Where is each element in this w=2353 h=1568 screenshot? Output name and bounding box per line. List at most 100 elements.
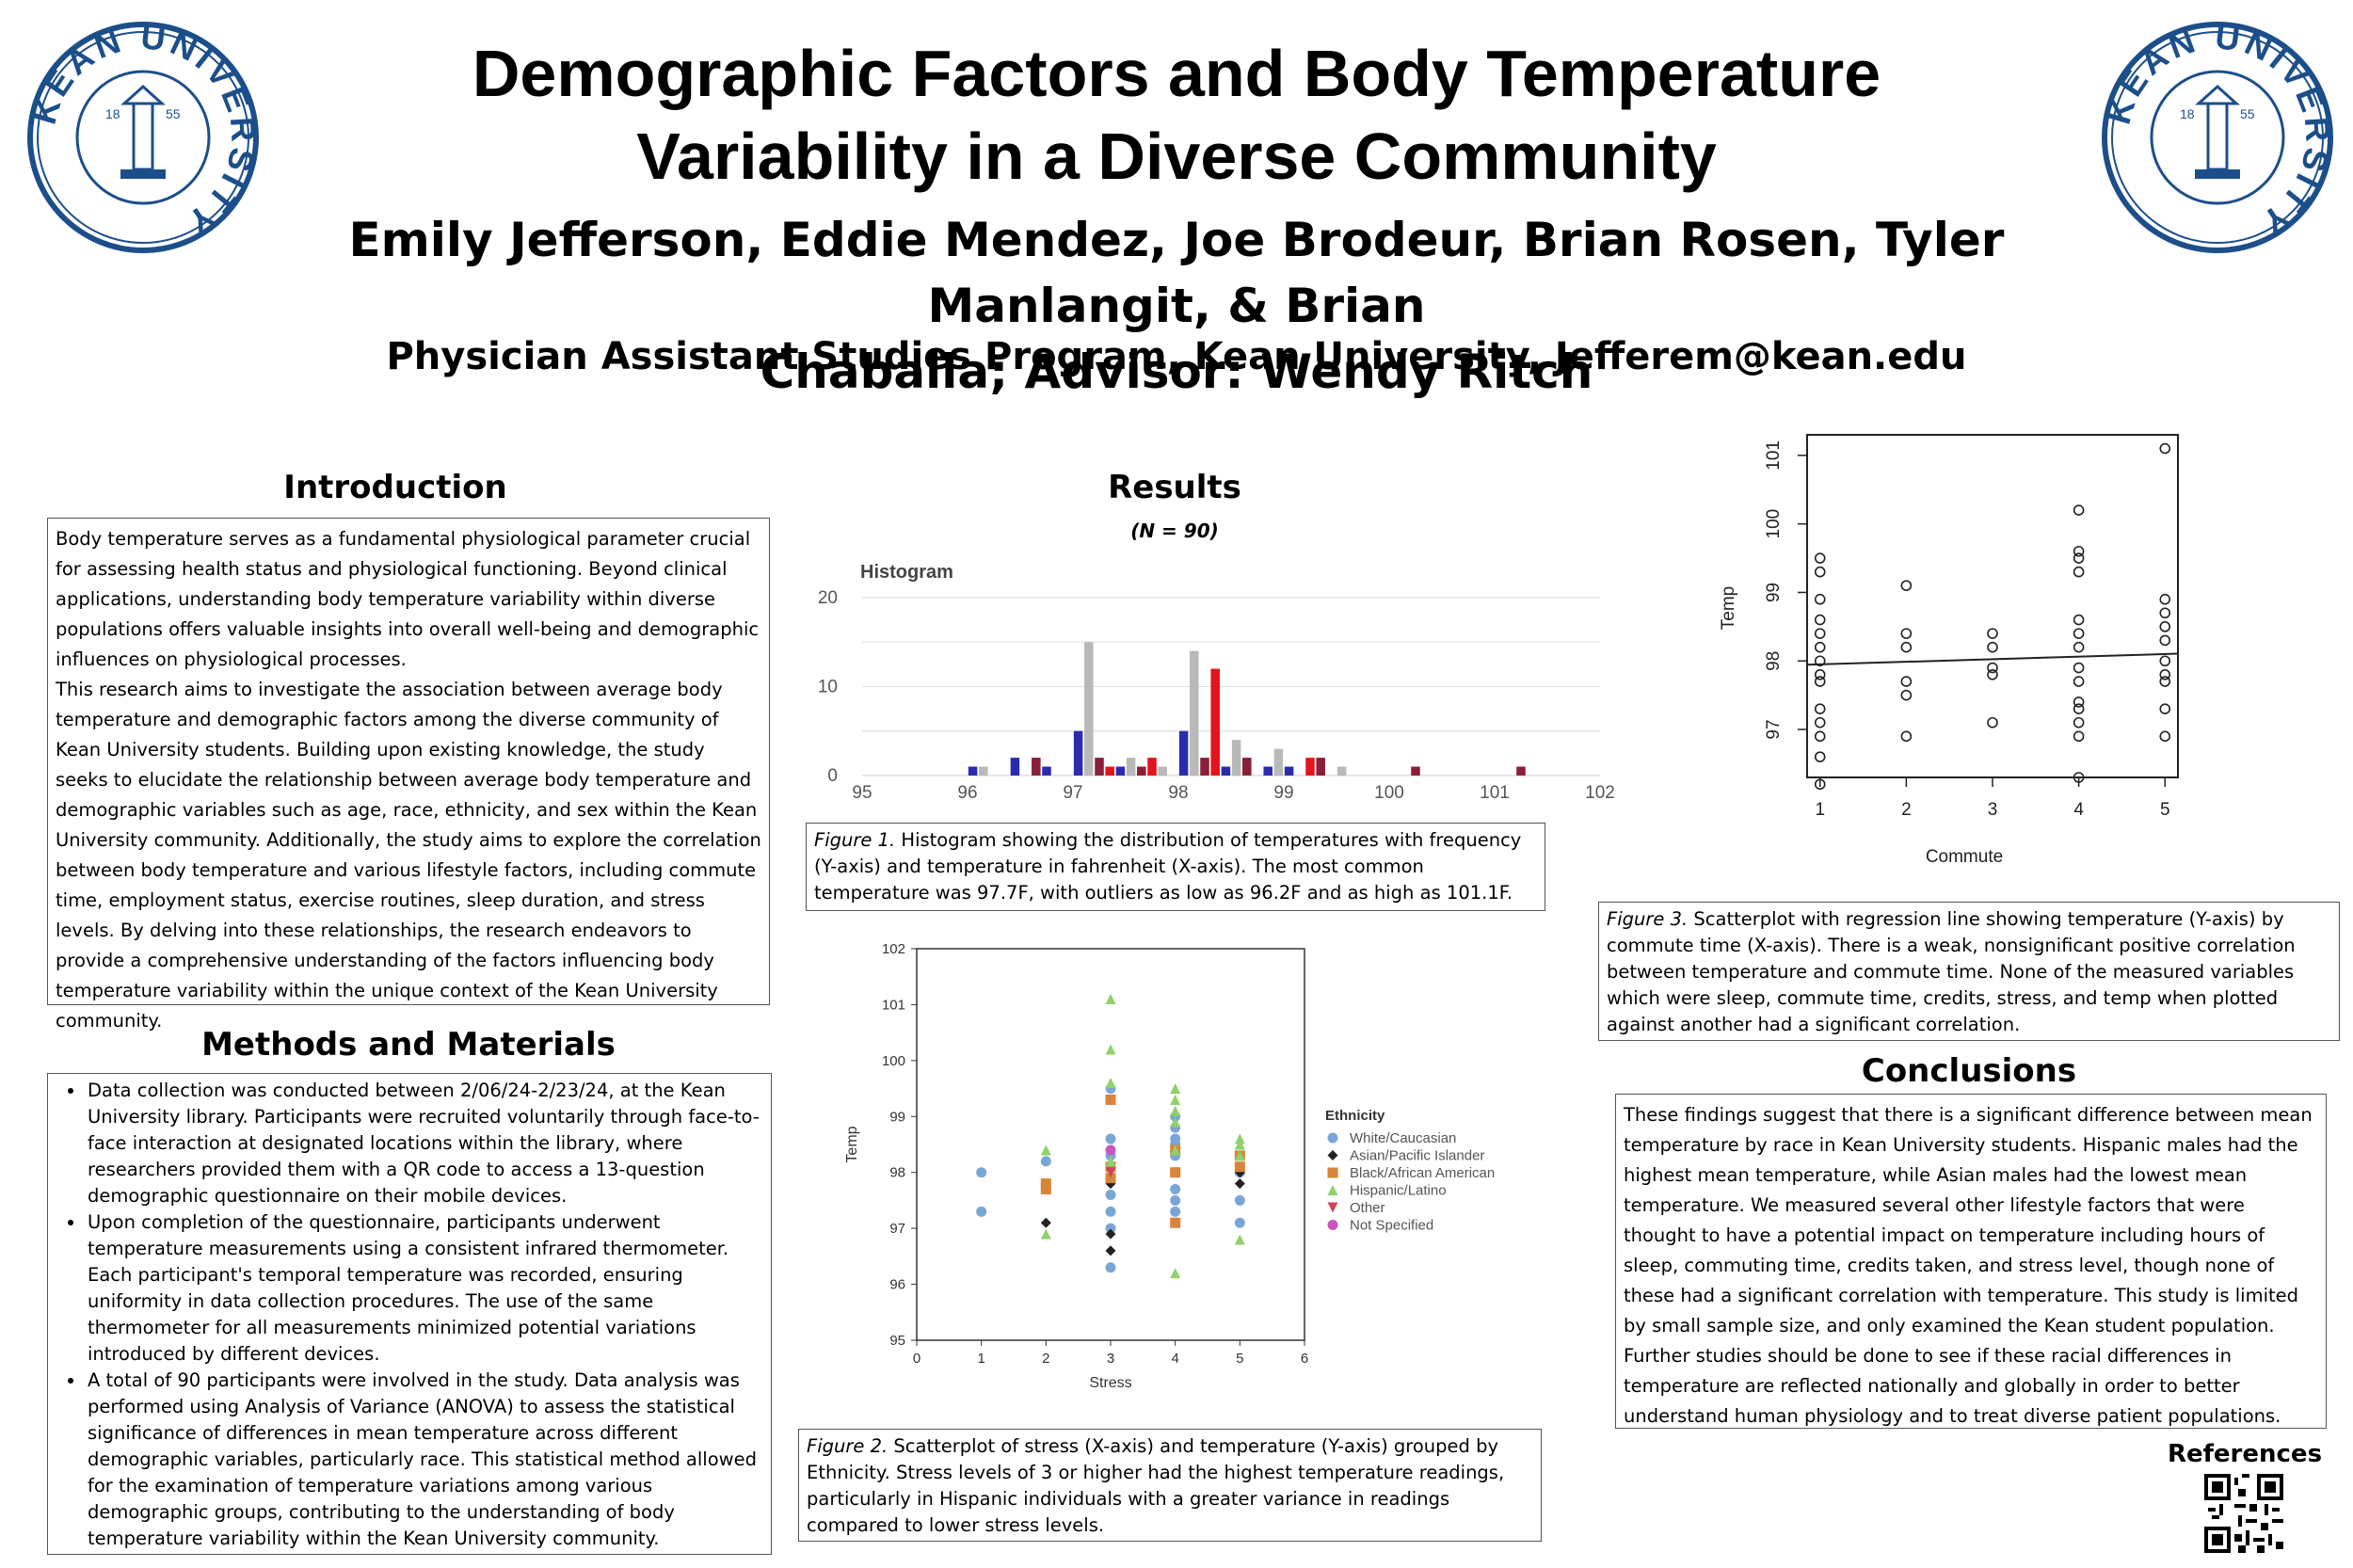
- x-tick-label: 4: [1171, 1351, 1178, 1367]
- y-tick-label: 100: [882, 1053, 905, 1069]
- scatter-point: [2073, 696, 2085, 708]
- y-tick-label: 101: [1764, 440, 1784, 471]
- scatter-point: [1814, 778, 1826, 791]
- scatter-point: [1105, 1189, 1116, 1200]
- x-tick-label: 96: [957, 783, 977, 803]
- histogram-bar: [1042, 766, 1051, 776]
- histogram-bar: [1095, 758, 1104, 776]
- scatter-point: [1814, 730, 1826, 743]
- x-tick-label: 1: [1815, 800, 1825, 820]
- y-axis-label: Temp: [1719, 586, 1738, 630]
- histogram-bar: [1158, 766, 1167, 776]
- conclusions-text: These findings suggest that there is a s…: [1624, 1104, 2313, 1427]
- scatter-point: [1234, 1161, 1245, 1173]
- figure-3-text: Scatterplot with regression line showing…: [1607, 908, 2296, 1035]
- histogram-bar: [1242, 758, 1252, 776]
- scatter-point: [1170, 1083, 1181, 1095]
- scatter-point: [2159, 676, 2171, 687]
- scatter-point: [2159, 703, 2171, 715]
- y-tick-label: 20: [818, 588, 838, 608]
- histogram-bar: [1010, 758, 1020, 776]
- scatter-point: [1105, 1228, 1116, 1240]
- x-axis-label: Commute: [1926, 847, 2003, 867]
- x-tick-label: 2: [1901, 800, 1912, 820]
- seal-graphic: KEAN UNIVERSITY 18 55: [2099, 17, 2334, 253]
- x-tick-label: 5: [1236, 1351, 1243, 1367]
- scatter-point: [1234, 1194, 1245, 1206]
- x-tick-label: 3: [1107, 1351, 1114, 1367]
- plot-frame: [916, 948, 1305, 1341]
- legend-label: Hispanic/Latino: [1350, 1183, 1447, 1199]
- scatter-point: [1987, 641, 1998, 653]
- histogram-bar: [1221, 766, 1231, 776]
- legend-marker: [1327, 1132, 1338, 1144]
- scatter-point: [1105, 1178, 1116, 1190]
- references-label: References: [2167, 1440, 2323, 1468]
- x-tick-label: 98: [1168, 783, 1188, 803]
- x-tick-label: 102: [1585, 783, 1615, 803]
- x-tick-label: 5: [2160, 800, 2170, 820]
- references-qr-code[interactable]: [2204, 1474, 2283, 1553]
- scatter-point: [1814, 716, 1826, 728]
- scatter-point: [2073, 772, 2085, 783]
- scatter-point: [2159, 442, 2171, 455]
- x-axis-label: Stress: [1089, 1375, 1131, 1391]
- x-tick-label: 99: [1273, 783, 1293, 803]
- scatter-point: [1814, 676, 1826, 687]
- scatter-point: [1105, 1173, 1116, 1184]
- introduction-heading: Introduction: [283, 469, 507, 506]
- histogram-bar: [1231, 740, 1241, 776]
- commute-scatter-chart: 1 2 3 4 5 97 98 99 100 101 Commute Temp: [1719, 434, 2179, 867]
- scatter-point: [1170, 1194, 1181, 1206]
- legend-label: White/Caucasian: [1350, 1130, 1456, 1146]
- stress-scatter-chart: 0 1 2 3 4 5 6 95 96 97 98 99 100 101 102 Stress Temp Ethn…: [844, 941, 1495, 1391]
- scatter-point: [1900, 641, 1913, 653]
- scatter-point: [1105, 1094, 1116, 1105]
- scatter-point: [1987, 662, 1998, 674]
- legend-title: Ethnicity: [1325, 1108, 1385, 1124]
- y-tick-label: 97: [1764, 719, 1784, 739]
- scatter-point: [1234, 1234, 1245, 1245]
- kean-seal-right: KEAN UNIVERSITY 18 55: [2099, 17, 2334, 254]
- scatter-point: [2073, 552, 2085, 564]
- seal-year-left: 18: [105, 106, 120, 121]
- scatter-point: [2159, 655, 2171, 667]
- scatter-point: [976, 1206, 987, 1217]
- scatter-point: [2159, 730, 2171, 743]
- histogram-bar: [1516, 766, 1526, 776]
- scatter-point: [1234, 1217, 1245, 1228]
- figure-3-label: Figure 3.: [1607, 908, 1689, 930]
- scatter-point: [2159, 668, 2171, 680]
- scatter-point: [976, 1167, 987, 1178]
- scatter-point: [2159, 593, 2171, 605]
- scatter-point: [1040, 1144, 1051, 1156]
- scatter-point: [2073, 614, 2085, 626]
- scatter-point: [1040, 1184, 1051, 1195]
- seal-year-right: 55: [166, 106, 181, 121]
- histogram-bar: [968, 766, 978, 776]
- x-tick-label: 100: [1374, 783, 1404, 803]
- scatter-point: [1234, 1139, 1245, 1150]
- authors: Emily Jefferson, Eddie Mendez, Joe Brode…: [226, 207, 2127, 405]
- histogram-bar: [1210, 668, 1220, 776]
- histogram-bar: [979, 766, 988, 776]
- y-tick-label: 0: [827, 766, 838, 786]
- regression-line: [1806, 652, 2179, 666]
- scatter-point: [2073, 504, 2085, 516]
- scatter-point: [2073, 628, 2085, 639]
- methods-list: Data collection was conducted between 2/…: [54, 1078, 765, 1552]
- y-tick-label: 98: [1764, 651, 1784, 671]
- figure-2-text: Scatterplot of stress (X-axis) and tempe…: [807, 1435, 1505, 1536]
- scatter-point: [1170, 1094, 1181, 1105]
- histogram-bar: [1263, 766, 1273, 776]
- scatter-point: [1105, 1245, 1116, 1256]
- x-tick-label: 1: [977, 1351, 984, 1367]
- y-tick-label: 102: [882, 941, 905, 957]
- scatter-point: [1814, 614, 1826, 626]
- histogram-chart: Histogram 0 10 20 95 96 97 98 99 100 101 102: [818, 562, 1615, 803]
- scatter-point: [1900, 580, 1913, 591]
- conclusions-heading: Conclusions: [1861, 1052, 2077, 1090]
- scatter-point: [1170, 1116, 1181, 1128]
- scatter-point: [1814, 703, 1826, 715]
- y-tick-label: 100: [1764, 509, 1784, 539]
